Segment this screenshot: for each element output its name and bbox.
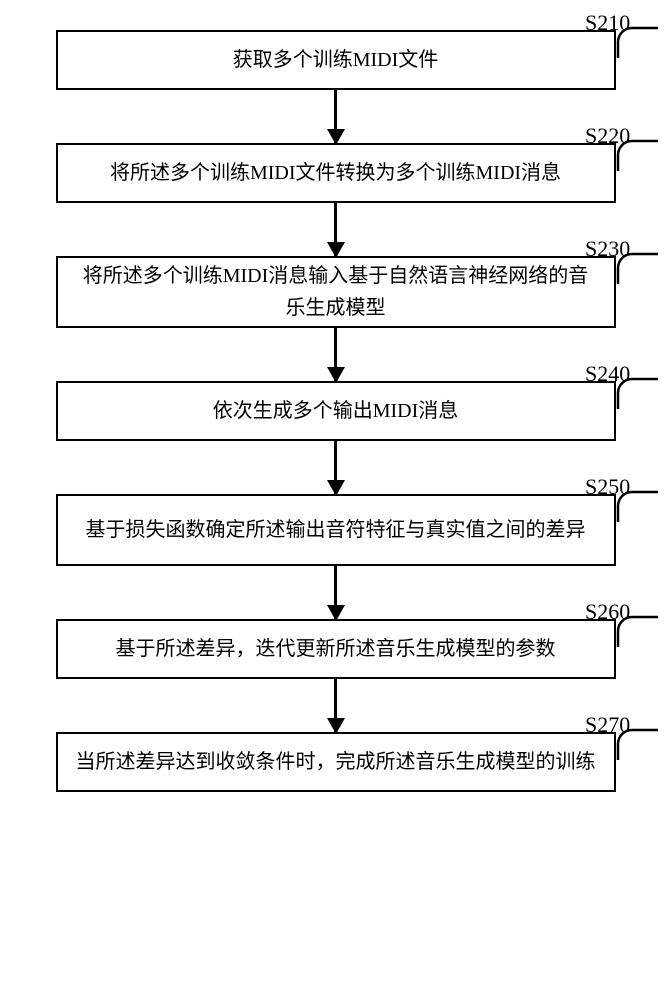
flow-arrow (334, 565, 337, 620)
flow-box-text: 当所述差异达到收敛条件时，完成所述音乐生成模型的训练 (76, 746, 596, 778)
flow-step: 基于损失函数确定所述输出音符特征与真实值之间的差异S250 (0, 494, 671, 566)
step-label: S210 (585, 10, 630, 36)
flow-box-text: 依次生成多个输出MIDI消息 (213, 395, 459, 427)
flow-step: 当所述差异达到收敛条件时，完成所述音乐生成模型的训练S270 (0, 732, 671, 792)
flow-arrow (334, 678, 337, 733)
step-label: S250 (585, 474, 630, 500)
step-label: S230 (585, 236, 630, 262)
step-label: S260 (585, 599, 630, 625)
step-label: S240 (585, 361, 630, 387)
flow-box: 当所述差异达到收敛条件时，完成所述音乐生成模型的训练 (56, 732, 616, 792)
step-label: S270 (585, 712, 630, 738)
flow-box-text: 基于损失函数确定所述输出音符特征与真实值之间的差异 (86, 514, 586, 546)
flow-arrow (334, 89, 337, 144)
flow-box-text: 将所述多个训练MIDI消息输入基于自然语言神经网络的音乐生成模型 (74, 260, 598, 324)
flow-arrow (334, 327, 337, 382)
flow-box: 获取多个训练MIDI文件 (56, 30, 616, 90)
flow-box-text: 基于所述差异，迭代更新所述音乐生成模型的参数 (116, 633, 556, 665)
flow-arrow (334, 440, 337, 495)
flow-box: 基于损失函数确定所述输出音符特征与真实值之间的差异 (56, 494, 616, 566)
flow-box: 依次生成多个输出MIDI消息 (56, 381, 616, 441)
flow-step: 获取多个训练MIDI文件S210 (0, 30, 671, 90)
flow-box-text: 将所述多个训练MIDI文件转换为多个训练MIDI消息 (110, 157, 561, 189)
flowchart-container: 获取多个训练MIDI文件S210 将所述多个训练MIDI文件转换为多个训练MIDI… (0, 30, 671, 792)
flow-arrow (334, 202, 337, 257)
flow-box: 基于所述差异，迭代更新所述音乐生成模型的参数 (56, 619, 616, 679)
flow-box-text: 获取多个训练MIDI文件 (233, 44, 439, 76)
flow-step: 基于所述差异，迭代更新所述音乐生成模型的参数S260 (0, 619, 671, 679)
flow-box: 将所述多个训练MIDI消息输入基于自然语言神经网络的音乐生成模型 (56, 256, 616, 328)
flow-step: 依次生成多个输出MIDI消息S240 (0, 381, 671, 441)
flow-step: 将所述多个训练MIDI消息输入基于自然语言神经网络的音乐生成模型S230 (0, 256, 671, 328)
step-label: S220 (585, 123, 630, 149)
flow-step: 将所述多个训练MIDI文件转换为多个训练MIDI消息S220 (0, 143, 671, 203)
flow-box: 将所述多个训练MIDI文件转换为多个训练MIDI消息 (56, 143, 616, 203)
